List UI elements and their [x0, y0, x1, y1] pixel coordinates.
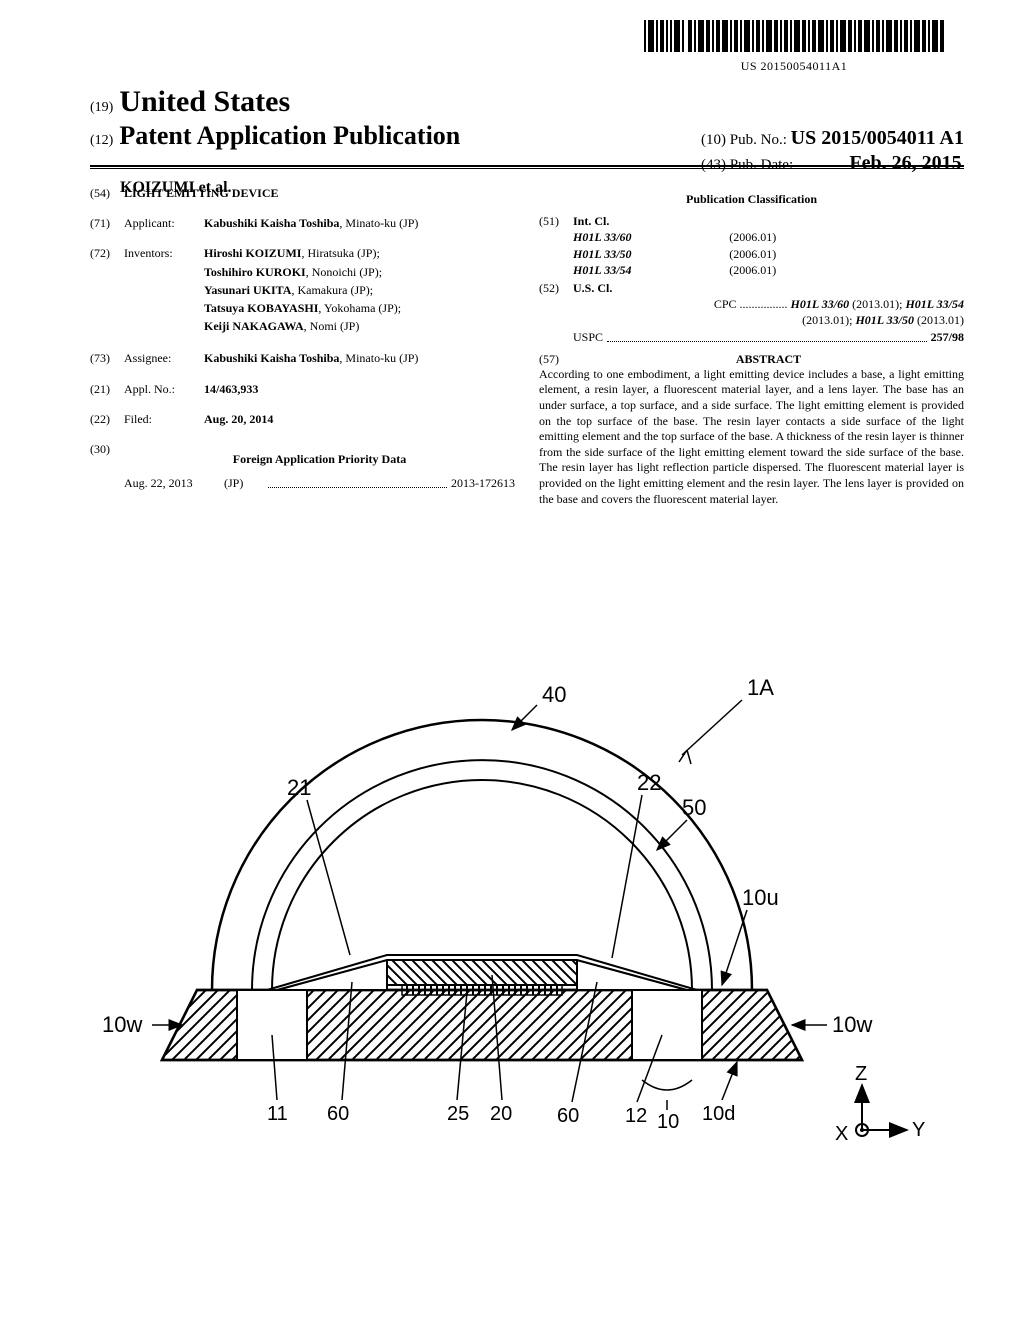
- applicant-loc: , Minato-ku (JP): [339, 216, 418, 230]
- fig-label-25: 25: [447, 1103, 469, 1125]
- figure-svg: 1A 40 21 22 50 10u 10w 10w 11 60 25 20 6…: [82, 610, 942, 1230]
- appl-no: 14/463,933: [204, 381, 515, 397]
- pub-classification-header: Publication Classification: [539, 191, 964, 207]
- barcode-icon: [644, 20, 944, 52]
- dotted-leader-icon: [268, 475, 447, 488]
- invention-title: LIGHT EMITTING DEVICE: [124, 185, 515, 201]
- fig-label-10w-left: 10w: [102, 1012, 142, 1037]
- inventors-label: Inventors:: [124, 245, 204, 336]
- axis-y: Y: [912, 1119, 925, 1141]
- fig-label-20: 20: [490, 1103, 512, 1125]
- pub-date: Feb. 26, 2015: [849, 152, 961, 174]
- fig-label-10u: 10u: [742, 885, 779, 910]
- foreign-app-num: 2013-172613: [451, 475, 515, 491]
- inventor-5: Keiji NAKAGAWA: [204, 319, 304, 333]
- code-71: (71): [90, 215, 124, 231]
- header-divider-thick: [90, 165, 964, 167]
- intcl-1: H01L 33/60: [573, 229, 632, 245]
- fig-label-10: 10: [657, 1111, 679, 1133]
- inventors-list: Hiroshi KOIZUMI, Hiratsuka (JP); Toshihi…: [204, 245, 515, 336]
- pub-no-label: Pub. No.:: [730, 132, 787, 148]
- code-52: (52): [539, 280, 573, 345]
- patent-figure: 1A 40 21 22 50 10u 10w 10w 11 60 25 20 6…: [0, 610, 1024, 1235]
- code-57: (57): [539, 351, 573, 367]
- inventor-4: Tatsuya KOBAYASHI: [204, 301, 318, 315]
- cpc-2: H01L 33/54: [905, 297, 964, 311]
- left-column: (54) LIGHT EMITTING DEVICE (71) Applican…: [90, 185, 515, 507]
- intcl-3: H01L 33/54: [573, 262, 632, 278]
- foreign-country: (JP): [224, 475, 264, 491]
- fig-label-50: 50: [682, 795, 706, 820]
- inventor-1: Hiroshi KOIZUMI: [204, 246, 301, 260]
- inventor-3: Yasunari UKITA: [204, 283, 291, 297]
- country-title: United States: [119, 85, 290, 119]
- code-72: (72): [90, 245, 124, 336]
- appl-no-label: Appl. No.:: [124, 381, 204, 397]
- assignee-loc: , Minato-ku (JP): [339, 351, 418, 365]
- applicant-label: Applicant:: [124, 215, 204, 231]
- cpc-3: H01L 33/50: [855, 313, 914, 327]
- fig-label-21: 21: [287, 775, 311, 800]
- fig-label-40: 40: [542, 682, 566, 707]
- inventor-2: Toshihiro KUROKI: [204, 265, 306, 279]
- foreign-priority-header: Foreign Application Priority Data: [124, 451, 515, 467]
- barcode-block: US 20150054011A1: [644, 20, 944, 74]
- assignee-label: Assignee:: [124, 350, 204, 366]
- fig-label-60a: 60: [327, 1103, 349, 1125]
- uspc-val: 257/98: [931, 329, 964, 345]
- code-73: (73): [90, 350, 124, 366]
- foreign-date: Aug. 22, 2013: [124, 475, 224, 491]
- abstract-header: ABSTRACT: [573, 351, 964, 367]
- right-column: Publication Classification (51) Int. Cl.…: [539, 185, 964, 507]
- cpc-label: CPC: [714, 297, 737, 311]
- code-54: (54): [90, 185, 124, 201]
- axis-x: X: [835, 1123, 848, 1145]
- cpc-1: H01L 33/60: [791, 297, 850, 311]
- assignee-name: Kabushiki Kaisha Toshiba: [204, 351, 339, 365]
- publication-type: Patent Application Publication: [119, 121, 460, 151]
- intcl-2: H01L 33/50: [573, 246, 632, 262]
- fig-label-11: 11: [267, 1103, 288, 1125]
- filed-label: Filed:: [124, 411, 204, 427]
- axis-z: Z: [855, 1063, 867, 1085]
- barcode-number: US 20150054011A1: [644, 59, 944, 74]
- applicant-name: Kabushiki Kaisha Toshiba: [204, 216, 339, 230]
- code-19: (19): [90, 100, 113, 116]
- fig-label-60b: 60: [557, 1105, 579, 1127]
- uspc-label: USPC: [573, 329, 603, 345]
- abstract-text: According to one embodiment, a light emi…: [539, 367, 964, 507]
- code-12: (12): [90, 133, 113, 149]
- code-30: (30): [90, 441, 124, 475]
- bibliographic-columns: (54) LIGHT EMITTING DEVICE (71) Applican…: [90, 185, 964, 507]
- fig-label-22: 22: [637, 770, 661, 795]
- int-cl-label: Int. Cl.: [573, 213, 964, 229]
- us-cl-label: U.S. Cl.: [573, 280, 964, 296]
- code-21: (21): [90, 381, 124, 397]
- header: (19) United States (12) Patent Applicati…: [90, 85, 964, 197]
- fig-label-12: 12: [625, 1105, 647, 1127]
- dotted-leader-icon: [607, 329, 927, 342]
- filed-date: Aug. 20, 2014: [204, 411, 515, 427]
- fig-label-10w-right: 10w: [832, 1012, 872, 1037]
- code-22: (22): [90, 411, 124, 427]
- fig-label-10d: 10d: [702, 1103, 735, 1125]
- header-divider-thin: [90, 168, 964, 169]
- pub-no: US 2015/0054011 A1: [791, 127, 964, 149]
- code-10: (10): [701, 132, 726, 148]
- fig-label-1A: 1A: [747, 675, 774, 700]
- code-51: (51): [539, 213, 573, 278]
- axes-icon: Z Y X: [835, 1063, 925, 1145]
